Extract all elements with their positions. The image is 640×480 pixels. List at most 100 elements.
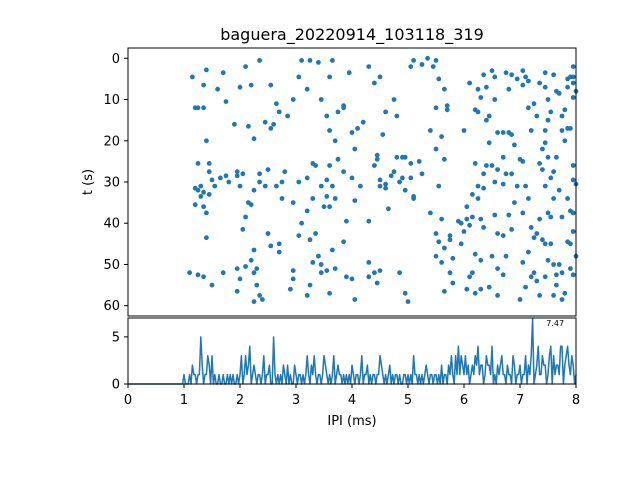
raster-point [492,179,498,185]
raster-point [534,231,540,236]
raster-point [391,97,397,102]
raster-point [204,138,209,144]
raster-point [234,288,240,294]
raster-point [372,163,377,168]
raster-point [464,286,470,292]
raster-point [570,64,576,69]
raster-point [542,183,548,189]
raster-point [232,121,237,127]
raster-point [304,175,310,181]
raster-point [243,214,249,220]
raster-point [226,179,232,185]
raster-point [374,152,380,158]
raster-point [335,156,341,162]
raster-point [377,183,383,189]
raster-point [285,113,290,119]
raster-point [461,128,467,133]
raster-point [542,128,548,133]
raster-point [436,76,442,82]
raster-point [495,167,500,173]
raster-point [551,293,556,298]
raster-point [187,270,193,276]
raster-point [383,185,388,191]
raster-point [531,101,537,107]
raster-point [548,241,554,247]
raster-point [554,154,559,160]
raster-point [481,72,486,78]
raster-point [458,241,464,247]
raster-point [517,297,523,302]
raster-point [500,233,506,239]
raster-point [276,109,282,115]
raster-point [316,60,321,65]
histogram-x-label: IPI (ms) [327,414,376,429]
raster-point [472,290,478,296]
raster-point [512,200,517,206]
raster-point [447,270,453,276]
raster-point [534,113,540,119]
raster-point [565,239,570,245]
raster-point [243,64,249,69]
raster-point [568,125,573,131]
raster-point [570,95,576,100]
raster-point [307,282,313,288]
raster-point [206,192,212,197]
raster-point [537,216,542,222]
raster-point [447,233,453,239]
raster-point [332,138,338,144]
raster-point [201,105,207,111]
raster-point [332,196,338,201]
raster-point [509,171,514,177]
raster-point [215,86,221,92]
raster-point [458,220,464,226]
raster-point [402,187,408,193]
raster-point [251,270,257,276]
raster-point [554,272,559,278]
raster-point [430,64,436,69]
raster-y-label: t (s) [81,169,96,195]
raster-point [489,253,495,259]
raster-point [442,288,447,294]
raster-point [520,260,526,265]
raster-point [257,293,262,298]
raster-point [237,84,243,90]
raster-point [495,266,500,271]
raster-point [349,175,355,181]
raster-point [461,229,467,234]
raster-point [234,173,240,179]
raster-point [470,192,475,197]
raster-point [540,167,545,173]
raster-point [195,187,201,193]
raster-point [472,161,478,166]
raster-point [478,216,484,222]
raster-point [274,183,279,189]
raster-point [304,86,310,92]
raster-point [464,204,470,210]
raster-point [559,270,565,276]
raster-point [324,268,330,273]
raster-point [254,282,260,288]
raster-point [467,222,472,228]
raster-point [542,274,548,280]
raster-point [377,74,383,80]
raster-point [240,227,246,232]
raster-point [268,125,274,131]
raster-point [526,78,531,84]
raster-point [444,107,450,113]
raster-point [310,196,316,201]
raster-point [570,272,576,278]
raster-point [201,82,207,88]
raster-point [551,169,556,175]
raster-point [500,272,506,278]
raster-point [509,227,514,232]
raster-point [400,175,405,181]
raster-point [419,171,425,177]
y-tick-label: 0 [112,52,120,67]
raster-point [201,204,207,210]
raster-point [559,297,565,302]
raster-point [537,161,542,166]
raster-point [570,80,576,86]
raster-point [442,156,447,162]
raster-panel: 0 10 20 30 40 50 60 t (s) [81,47,579,317]
